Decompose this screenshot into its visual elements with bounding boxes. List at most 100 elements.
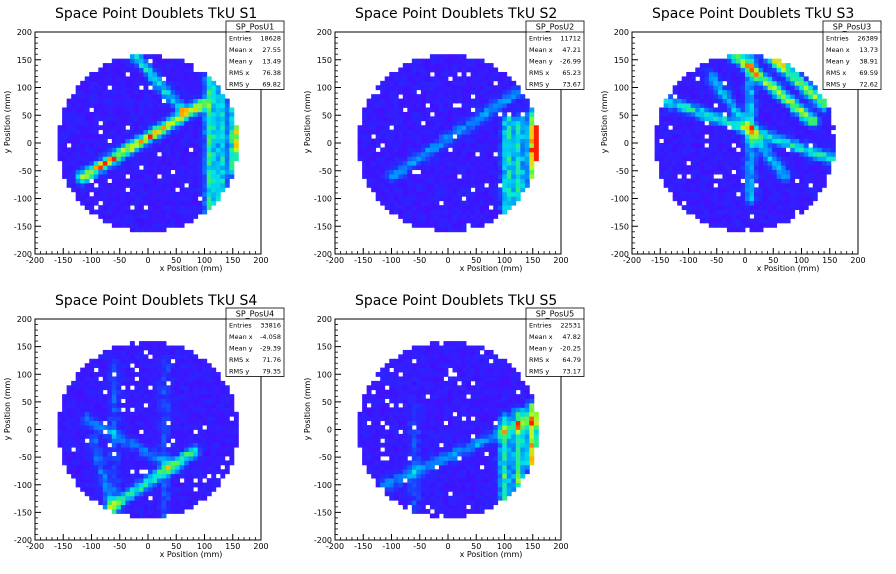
heat-cell [740, 134, 746, 139]
heat-cell [781, 80, 787, 86]
heat-cell [184, 103, 190, 108]
heat-cell [389, 103, 395, 108]
heat-cell [758, 174, 764, 179]
heat-cell [704, 94, 710, 99]
heat-cell [425, 71, 431, 77]
heat-cell [138, 504, 144, 510]
heat-cell [461, 107, 467, 113]
heat-cell [143, 460, 149, 466]
heat-cell [134, 491, 140, 497]
heat-cell [120, 345, 126, 351]
heat-cell [357, 156, 363, 162]
heat-cell [93, 111, 99, 117]
heat-cell [357, 129, 363, 135]
heat-cell [488, 196, 494, 202]
heat-cell [116, 120, 122, 126]
heat-cell [411, 147, 417, 153]
heat-cell [161, 425, 167, 430]
heat-cell [193, 107, 199, 113]
heat-cell [520, 182, 526, 188]
heat-cell [143, 227, 149, 233]
heat-cell [699, 134, 705, 139]
heat-cell [475, 107, 481, 113]
heatmap-cells [654, 54, 836, 233]
heat-cell [817, 182, 823, 188]
heat-cell [763, 174, 768, 179]
heat-cell [735, 80, 741, 86]
heat-cell [152, 509, 158, 514]
heat-cell [197, 169, 203, 175]
heat-cell [672, 116, 678, 122]
heat-cell [188, 156, 194, 162]
heat-cell [420, 165, 426, 171]
heat-cell [763, 103, 768, 108]
heat-cell [457, 165, 462, 171]
heat-cell [111, 58, 117, 64]
heat-cell [767, 67, 773, 73]
heat-cell [170, 134, 176, 139]
heat-cell [166, 89, 171, 95]
heat-cell [452, 63, 458, 68]
heat-cell [80, 451, 86, 457]
heat-cell [193, 205, 199, 210]
heat-cell [781, 169, 787, 175]
heat-cell [224, 111, 230, 117]
heat-cell [166, 345, 171, 351]
heat-cell [515, 174, 521, 179]
heat-cell [726, 76, 732, 82]
heat-cell [438, 129, 444, 135]
heat-cell [84, 111, 90, 117]
heat-cell [493, 89, 499, 95]
heat-cell [175, 58, 181, 64]
heat-cell [488, 111, 494, 117]
heat-cell [80, 473, 86, 479]
heat-cell [143, 491, 149, 497]
heat-cell [393, 156, 399, 162]
heat-cell [672, 182, 678, 188]
y-tick-label: 150 [17, 56, 32, 65]
heat-cell [75, 402, 81, 408]
heat-cell [111, 433, 117, 439]
heat-cell [402, 85, 408, 91]
heat-cell [754, 209, 759, 215]
heat-cell [157, 451, 162, 457]
heat-cell [686, 182, 692, 188]
heat-cell [812, 120, 818, 126]
heat-cell [129, 416, 135, 422]
heat-cell [672, 147, 678, 153]
heat-cell [434, 120, 440, 126]
heat-cell [184, 376, 190, 382]
heat-cell [830, 151, 836, 157]
heat-cell [690, 116, 696, 122]
stats-box-frame [525, 20, 585, 90]
heat-cell [681, 196, 687, 202]
heat-cell [184, 482, 190, 488]
heat-cell [120, 469, 126, 475]
heat-cell [157, 80, 162, 86]
heat-cell [681, 151, 687, 157]
heat-cell [695, 151, 701, 157]
heat-cell [754, 222, 759, 228]
heat-cell [402, 156, 408, 162]
heat-cell [663, 160, 669, 166]
heat-cell [470, 63, 476, 68]
heat-cell [407, 147, 413, 153]
heat-cell [461, 85, 467, 91]
heat-cell [107, 478, 113, 483]
heat-cell [497, 143, 503, 148]
heat-cell [389, 174, 395, 179]
heat-cell [138, 182, 144, 188]
heat-cell [157, 447, 162, 452]
heat-cell [129, 71, 135, 77]
heat-cell [229, 111, 235, 117]
heat-cell [152, 111, 158, 117]
heat-cell [138, 63, 144, 68]
heat-cell [799, 143, 805, 148]
heat-cell [781, 85, 787, 91]
heat-cell [197, 107, 203, 113]
heat-cell [470, 125, 476, 131]
heat-cell [134, 456, 140, 461]
heat-cell [704, 187, 710, 193]
heat-cell [107, 200, 113, 206]
heat-cell [170, 464, 176, 470]
